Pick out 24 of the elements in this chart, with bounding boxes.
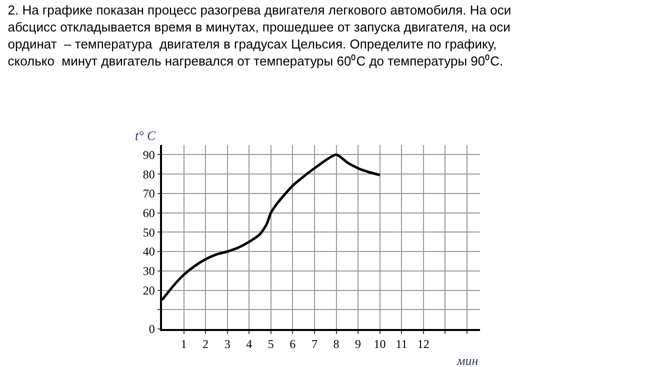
x-tick-label: 8	[333, 337, 340, 352]
y-tick-label: 50	[142, 225, 155, 240]
y-tick-label: 20	[142, 283, 155, 298]
x-tick-label: 6	[290, 337, 296, 352]
x-tick-label: 1	[180, 337, 187, 352]
y-tick-label: 80	[142, 167, 155, 182]
x-tick-label: 11	[396, 337, 408, 352]
y-tick-label: 70	[142, 186, 155, 201]
y-axis-title: t° C	[135, 128, 156, 143]
x-tick-label: 7	[311, 337, 318, 352]
x-tick-label: 2	[202, 337, 209, 352]
y-tick-label: 40	[142, 244, 155, 259]
x-tick-label: 5	[268, 337, 274, 352]
y-tick-label: 60	[142, 206, 155, 220]
x-tick-label: 9	[355, 337, 362, 352]
x-tick-label: 4	[246, 337, 252, 352]
y-tick-label: 0	[148, 322, 155, 336]
chart-title: 2. На графике показан процесс разогрева двигателя легкового автомобиля. На оси абсцисс откладывается время в минутах, прошедшее от запуска двигателя, на оси ординат – температура двигателя в градусах Цельсия. Определите по графику, сколько минут двигатель нагревался от температуры 60⁰С до температуры 90⁰С.	[8, 2, 512, 68]
y-tick-label: 90	[142, 148, 155, 162]
x-tick-label: 12	[417, 337, 430, 352]
x-tick-label: 3	[224, 337, 230, 352]
x-tick-label: 10	[374, 337, 386, 352]
x-axis-title: мин	[456, 353, 478, 367]
y-tick-label: 30	[142, 264, 155, 278]
